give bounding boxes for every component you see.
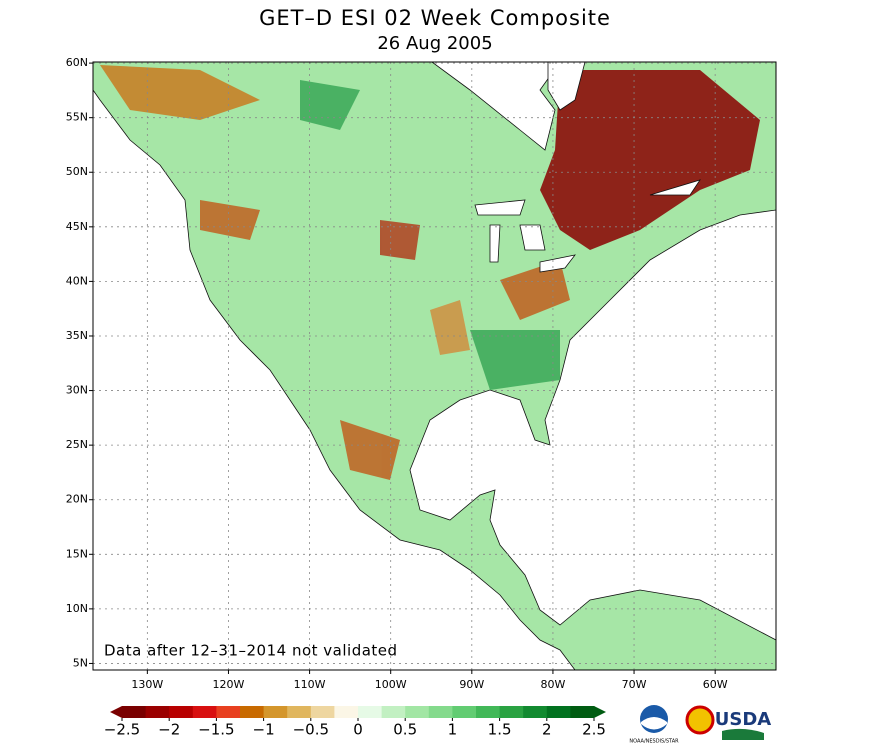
colorbar-label: −2.5 [104,721,140,739]
x-tick-label: 60W [703,678,728,691]
colorbar-segment [240,706,265,718]
colorbar-end [594,706,606,718]
colorbar-segment [145,706,170,718]
usda-logo: USDA [715,709,772,730]
colorbar-label: −0.5 [293,721,329,739]
colorbar-label: 0 [353,721,363,739]
map-frame [92,61,777,671]
colorbar-label: 1 [448,721,458,739]
y-tick-label: 60N [66,56,88,69]
noaa-logo-wave [641,717,667,730]
y-tick-label: 30N [66,384,88,397]
colorbar-segment [310,706,335,718]
colorbar: −2.5 −2 −1.5 −1 −0.5 0 0.5 1 1.5 2 2.5 [104,706,606,739]
x-tick-label: 80W [540,678,565,691]
colorbar-segment [263,706,288,718]
x-tick-label: 70W [622,678,647,691]
colorbar-label: −1.5 [198,721,234,739]
colorbar-segment [169,706,194,718]
y-tick-label: 35N [66,329,88,342]
x-tick-label: 120W [213,678,245,691]
logos: NOAA/NESDIS/STAR USDA [629,705,771,745]
colorbar-segment [216,706,241,718]
y-tick-label: 45N [66,220,88,233]
colorbar-label: 2 [542,721,552,739]
colorbar-segment [358,706,383,718]
colorbar-segment [546,706,571,718]
colorbar-segment [287,706,312,718]
colorbar-label: −2 [158,721,180,739]
y-tick-label: 25N [66,438,88,451]
colorbar-label: 0.5 [393,721,417,739]
y-tick-label: 50N [66,165,88,178]
y-tick-label: 55N [66,111,88,124]
colorbar-segment [334,706,359,718]
colorbar-segment [476,706,501,718]
map-area [93,62,776,670]
y-tick-label: 40N [66,274,88,287]
x-tick-label: 130W [131,678,163,691]
umd-logo [685,705,715,735]
colorbar-label: 1.5 [488,721,512,739]
x-tick-label: 110W [294,678,326,691]
y-tick-label: 10N [66,602,88,615]
y-tick-label: 15N [66,547,88,560]
noaa-label: NOAA/NESDIS/STAR [629,739,679,745]
colorbar-segment [122,706,147,718]
colorbar-segment [405,706,430,718]
water [474,62,701,273]
y-tick-label: 20N [66,493,88,506]
colorbar-end [110,706,122,718]
colorbar-segment [570,706,595,718]
usda-swoosh [722,728,764,740]
colorbar-label: −1 [253,721,275,739]
colorbar-segment [381,706,406,718]
x-tick-label: 100W [375,678,407,691]
colorbar-segment [523,706,548,718]
x-tick-label: 90W [459,678,484,691]
colorbar-label: 2.5 [582,721,606,739]
colorbar-segment [452,706,477,718]
note: Data after 12–31–2014 not validated [104,642,398,660]
dry-patches [100,65,760,480]
colorbar-segment [192,706,217,718]
colorbar-segment [499,706,524,718]
y-tick-label: 5N [73,656,88,669]
title: GET–D ESI 02 Week Composite [259,6,611,30]
colorbar-segment [428,706,453,718]
subtitle: 26 Aug 2005 [377,33,492,54]
